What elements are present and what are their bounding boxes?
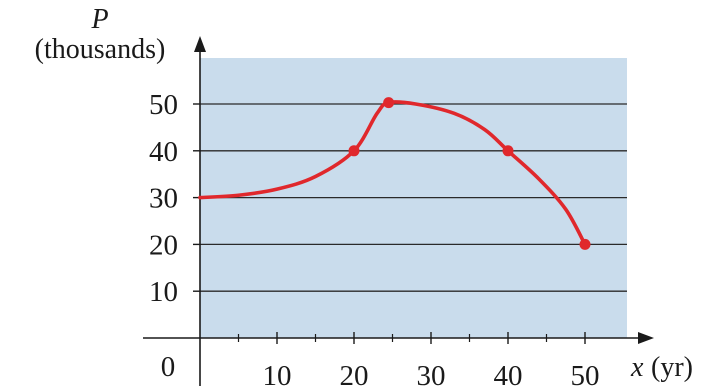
y-axis-unit: (thousands)	[35, 34, 166, 65]
data-point-1	[348, 145, 360, 157]
y-tick-label-20: 20	[149, 229, 178, 261]
x-axis-arrow	[638, 332, 654, 344]
x-axis-unit: (yr)	[651, 352, 693, 383]
data-point-4	[579, 238, 591, 250]
y-tick-label-40: 40	[149, 136, 178, 168]
x-axis-variable: x	[630, 352, 644, 383]
y-tick-label-30: 30	[149, 183, 178, 215]
series-line	[198, 100, 587, 247]
y-tick-label-50: 50	[149, 89, 178, 121]
x-tick-label-10: 10	[263, 360, 292, 390]
x-tick-label-30: 30	[417, 360, 446, 390]
x-tick-label-40: 40	[494, 360, 523, 390]
x-axis: 10 20 30 40 50	[143, 332, 654, 390]
x-tick-label-50: 50	[571, 360, 600, 390]
origin-label: 0	[161, 351, 176, 383]
x-tick-label-20: 20	[340, 360, 369, 390]
y-axis-arrow	[194, 36, 206, 52]
y-axis-variable: P	[90, 4, 108, 35]
series	[198, 97, 591, 250]
data-point-3	[502, 145, 514, 157]
y-tick-label-10: 10	[149, 276, 178, 308]
y-axis: 10 20 30 40 50	[149, 36, 206, 386]
data-point-2	[383, 97, 395, 109]
